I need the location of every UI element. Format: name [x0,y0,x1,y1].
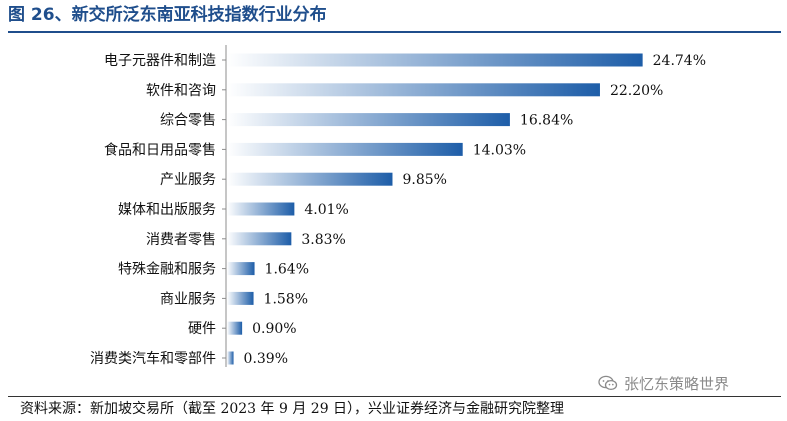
category-label: 媒体和出版服务 [118,202,216,218]
title-divider [8,31,781,33]
bar [227,172,393,186]
value-label: 9.85% [402,172,446,188]
bar [227,291,254,305]
category-label: 消费者零售 [146,232,216,248]
watermark: 张忆东策略世界 [598,372,729,394]
source-note: 资料来源：新加坡交易所（截至 2023 年 9 月 29 日），兴业证券经济与金… [20,401,565,417]
category-label: 综合零售 [160,113,216,129]
bar [227,321,243,335]
bar [227,142,463,156]
bar [227,232,292,246]
watermark-text: 张忆东策略世界 [624,374,730,393]
value-label: 4.01% [304,202,348,218]
value-label: 3.83% [301,232,345,248]
bar [227,351,234,365]
value-label: 0.90% [252,321,296,337]
category-label: 产业服务 [160,172,216,188]
value-label: 22.20% [610,83,663,99]
bar [227,262,255,276]
source-divider [8,396,781,397]
bar [227,53,643,67]
value-label: 24.74% [653,53,706,69]
bar [227,113,510,127]
category-label: 消费类汽车和零部件 [90,350,216,367]
wechat-icon [598,375,618,391]
category-label: 电子元器件和制造 [104,53,216,69]
category-label: 软件和咨询 [146,83,216,99]
value-label: 0.39% [244,351,288,367]
bar-chart: 电子元器件和制造 24.74% 软件和咨询 22.20% 综合零售 16.84% 食品和日用… [90,45,706,367]
category-label: 商业服务 [160,291,216,307]
category-label: 特殊金融和服务 [118,262,216,278]
category-label: 硬件 [188,321,216,337]
value-label: 1.58% [264,291,308,307]
bars-layer: 电子元器件和制造 24.74% 软件和咨询 22.20% 综合零售 16.84% 食品和日用… [90,53,706,367]
figure-title: 图 26、新交所泛东南亚科技指数行业分布 [8,5,327,25]
value-label: 16.84% [520,113,573,129]
category-label: 食品和日用品零售 [104,141,216,158]
bar [227,202,295,216]
value-label: 1.64% [265,262,309,278]
bar [227,83,600,97]
value-label: 14.03% [473,142,526,158]
